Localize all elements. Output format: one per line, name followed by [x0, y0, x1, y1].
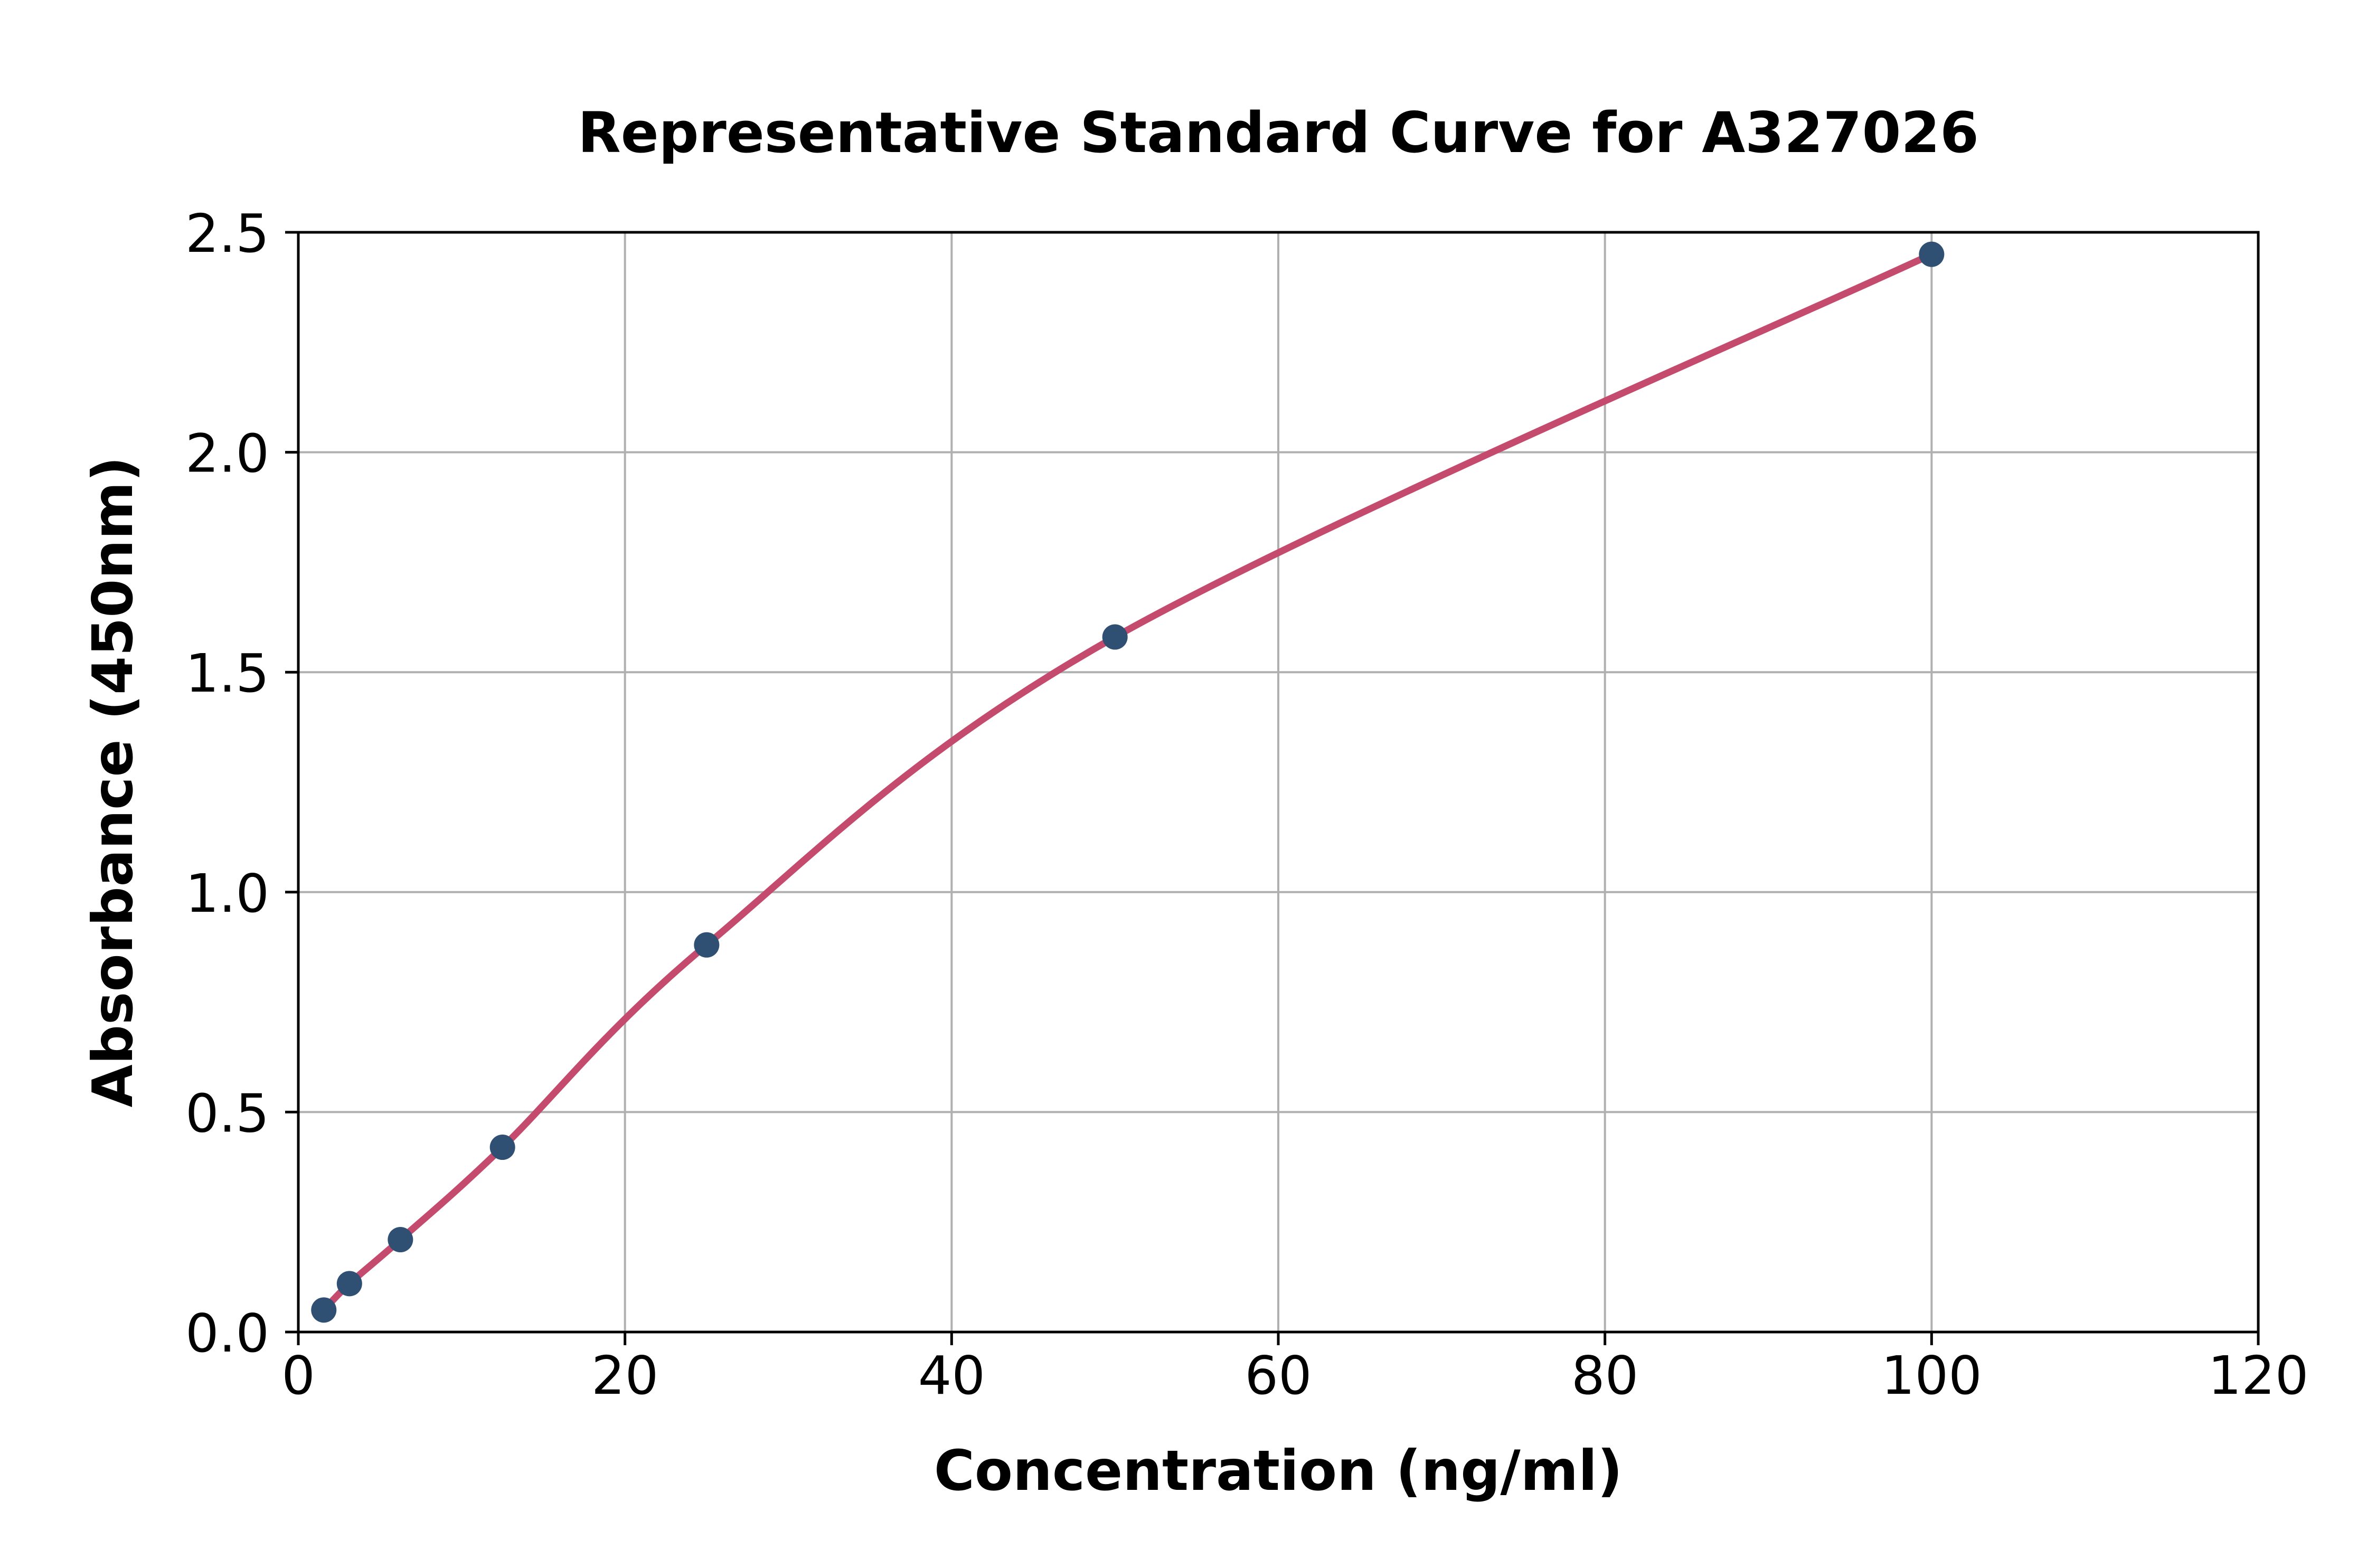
x-tick-label-20: 20: [591, 1345, 658, 1406]
y-axis-label: Absorbance (450nm): [81, 457, 145, 1108]
y-tick-label-0: 0.0: [185, 1302, 269, 1364]
data-point-6.25: [388, 1227, 413, 1253]
data-point-3.13: [336, 1271, 362, 1297]
y-tick-labels: 0.0 0.5 1.0 1.5 2.0 2.5: [185, 203, 269, 1364]
data-point-12.5: [489, 1135, 515, 1160]
y-tick-label-0.5: 0.5: [185, 1082, 269, 1144]
data-point-1.56: [311, 1297, 337, 1323]
y-tick-label-1: 1.0: [185, 863, 269, 924]
y-tick-label-2.5: 2.5: [185, 203, 269, 265]
x-tick-labels: 0 20 40 60 80 100 120: [281, 1345, 2308, 1406]
x-axis-label: Concentration (ng/ml): [934, 1439, 1623, 1503]
y-tick-label-1.5: 1.5: [185, 643, 269, 704]
axis-ticks: [285, 231, 2260, 1345]
x-tick-label-40: 40: [918, 1345, 985, 1406]
x-tick-label-100: 100: [1881, 1345, 1982, 1406]
x-tick-label-60: 60: [1244, 1345, 1312, 1406]
x-tick-label-120: 120: [2208, 1345, 2309, 1406]
data-point-25: [694, 932, 720, 958]
y-tick-label-2: 2.0: [185, 423, 269, 485]
data-point-50: [1102, 624, 1128, 650]
data-point-100: [1919, 241, 1945, 267]
x-tick-label-0: 0: [281, 1345, 315, 1406]
data-points: [311, 241, 1945, 1323]
x-tick-label-80: 80: [1571, 1345, 1638, 1406]
chart-title: Representative Standard Curve for A32702…: [578, 100, 1979, 165]
